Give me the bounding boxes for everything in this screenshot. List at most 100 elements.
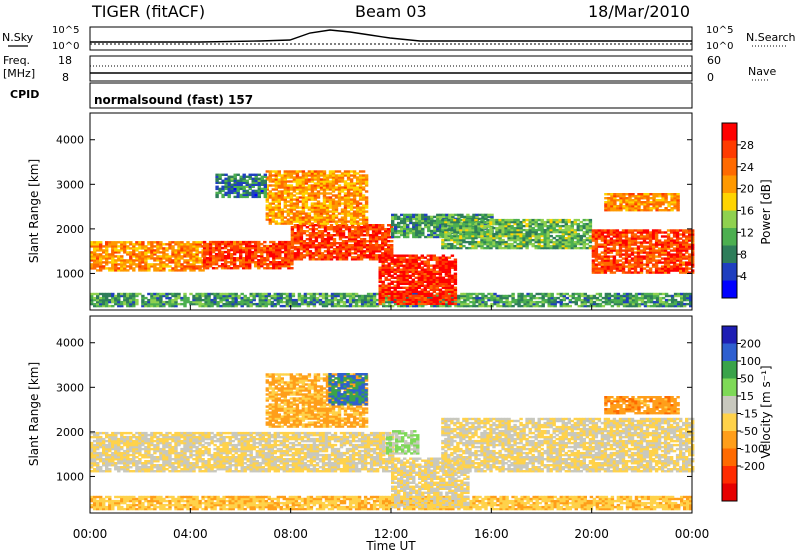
range-gate-cell [426, 268, 430, 271]
range-gate-cell [320, 236, 325, 239]
range-gate-cell [582, 242, 586, 246]
range-gate-cell [174, 265, 178, 268]
range-gate-cell [459, 232, 463, 236]
range-gate-cell [227, 244, 231, 248]
range-gate-cell [368, 240, 373, 243]
range-gate-cell [183, 269, 187, 272]
range-gate-cell [417, 276, 421, 279]
range-gate-cell [643, 300, 648, 304]
range-gate-cell [358, 180, 363, 183]
range-gate-cell [390, 252, 394, 255]
range-gate-cell [319, 192, 324, 195]
range-gate-cell [299, 254, 304, 257]
range-gate-cell [355, 200, 360, 203]
range-gate-cell [314, 252, 319, 255]
range-gate-cell [579, 238, 583, 242]
range-gate-cell [498, 246, 502, 250]
range-gate-cell [282, 304, 286, 308]
range-gate-cell [570, 234, 574, 238]
range-gate-cell [186, 243, 190, 246]
range-gate-cell [384, 258, 388, 261]
range-gate-cell [120, 255, 124, 258]
range-gate-cell [570, 240, 574, 244]
range-gate-cell [406, 304, 410, 308]
range-gate-cell [211, 257, 216, 260]
range-gate-cell [444, 286, 449, 289]
range-gate-cell [304, 174, 309, 177]
range-gate-cell [324, 300, 329, 304]
range-gate-cell [343, 196, 348, 199]
range-gate-cell [90, 265, 94, 268]
range-gate-cell [544, 294, 548, 298]
range-gate-cell [582, 226, 586, 230]
range-gate-cell [683, 302, 687, 306]
range-gate-cell [576, 234, 580, 238]
range-gate-cell [415, 223, 419, 227]
range-gate-cell [411, 254, 415, 257]
range-gate-cell [316, 206, 321, 209]
range-gate-cell [349, 170, 354, 173]
range-gate-cell [322, 194, 327, 197]
range-gate-cell [588, 230, 593, 234]
range-gate-cell [274, 182, 278, 185]
range-gate-cell [302, 240, 307, 243]
range-gate-cell [415, 215, 419, 219]
range-gate-cell [423, 278, 427, 281]
range-gate-cell [435, 280, 439, 283]
range-gate-cell [592, 302, 597, 306]
range-gate-cell [286, 192, 291, 195]
range-gate-cell [471, 236, 475, 240]
range-gate-cell [450, 266, 455, 269]
range-gate-cell [299, 224, 304, 227]
range-gate-cell [417, 294, 421, 297]
range-gate-cell [192, 241, 196, 244]
range-gate-cell [621, 261, 626, 264]
range-gate-cell [586, 296, 590, 300]
range-gate-cell [281, 265, 285, 268]
range-gate-cell [352, 196, 357, 199]
range-gate-cell [492, 232, 496, 236]
range-gate-cell [432, 296, 436, 299]
range-gate-cell [409, 304, 413, 308]
range-gate-cell [447, 244, 451, 248]
range-gate-cell [456, 220, 460, 224]
range-gate-cell [328, 170, 333, 173]
range-gate-cell [418, 221, 422, 225]
range-gate-cell [474, 224, 478, 228]
range-gate-cell [438, 256, 443, 259]
range-gate-cell [438, 270, 443, 273]
range-gate-cell [384, 260, 388, 263]
range-gate-cell [381, 246, 385, 249]
range-gate-cell [198, 245, 202, 248]
range-gate-cell [324, 294, 329, 298]
range-gate-cell [661, 292, 666, 296]
range-gate-cell [418, 233, 422, 237]
range-gate-cell [272, 263, 276, 266]
range-gate-cell [283, 204, 287, 207]
range-gate-cell [444, 298, 449, 301]
range-gate-cell [271, 210, 275, 213]
range-gate-cell [328, 218, 333, 221]
range-gate-cell [230, 255, 234, 258]
range-gate-cell [147, 251, 151, 254]
range-gate-cell [93, 296, 97, 300]
range-gate-cell [365, 228, 370, 231]
range-gate-cell [387, 282, 391, 285]
range-gate-cell [378, 278, 382, 281]
range-gate-cell [390, 240, 394, 243]
range-gate-cell [352, 218, 357, 221]
range-gate-cell [329, 224, 334, 227]
range-gate-cell [295, 220, 300, 223]
range-gate-cell [357, 296, 362, 300]
range-gate-cell [481, 304, 485, 308]
range-gate-cell [230, 244, 234, 248]
range-gate-cell [289, 198, 294, 201]
range-gate-cell [135, 263, 139, 266]
range-gate-cell [415, 221, 419, 225]
range-gate-cell [320, 256, 325, 259]
range-gate-cell [579, 224, 583, 228]
range-gate-cell [300, 296, 305, 300]
range-gate-cell [192, 265, 196, 268]
range-gate-cell [472, 304, 476, 308]
range-gate-cell [300, 300, 305, 304]
